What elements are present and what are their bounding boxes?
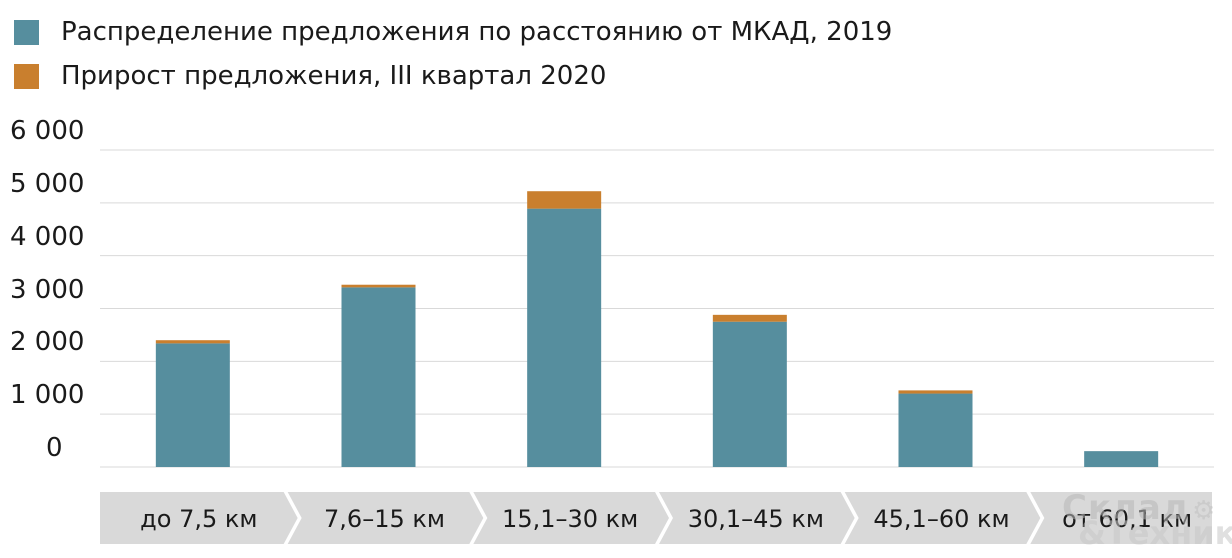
category-band-segment	[659, 492, 855, 544]
y-tick-label: 1 000	[10, 380, 85, 411]
bar-growth-2020	[712, 314, 787, 322]
bar-growth-2020	[527, 191, 602, 209]
y-tick-label: 2 000	[10, 327, 85, 358]
category-label: 15,1–30 км	[502, 505, 638, 533]
legend-label-2020: Прирост предложения, III квартал 2020	[61, 61, 607, 91]
bar-growth-2020	[341, 284, 416, 288]
category-band-segment	[1030, 492, 1212, 544]
category-labels: до 7,5 км 7,6–15 км 15,1–30 км 30,1–45 км 45…	[140, 505, 1192, 533]
category-band-segment	[844, 492, 1041, 544]
bar-growth-2020	[155, 340, 230, 344]
bar-2019	[712, 321, 787, 467]
gridlines	[100, 149, 1214, 468]
y-tick-label: 6 000	[10, 116, 85, 146]
bar-2019	[341, 287, 416, 467]
category-label: 7,6–15 км	[324, 505, 445, 533]
legend-label-2019: Распределение предложения по расстоянию …	[61, 17, 893, 47]
legend-item-2019: Распределение предложения по расстоянию …	[14, 10, 892, 54]
y-tick-label: 5 000	[10, 168, 85, 199]
bars	[155, 191, 1159, 467]
y-tick-label: 0	[46, 433, 63, 463]
y-tick-label: 4 000	[10, 221, 85, 252]
bar-2019	[527, 208, 602, 467]
category-label: от 60,1 км	[1062, 505, 1192, 533]
category-band-segment	[473, 492, 669, 544]
category-band-segment	[287, 492, 484, 544]
legend-swatch-2020	[14, 63, 39, 89]
legend: Распределение предложения по расстоянию …	[14, 10, 892, 98]
legend-swatch-2019	[14, 19, 39, 45]
y-tick-label: 3 000	[10, 274, 85, 305]
bar-growth-2020	[898, 390, 973, 394]
category-label: до 7,5 км	[140, 505, 257, 533]
legend-item-2020: Прирост предложения, III квартал 2020	[14, 54, 892, 98]
bar-2019	[155, 343, 230, 467]
category-axis-band	[100, 492, 1212, 544]
bar-2019	[1084, 451, 1159, 467]
category-band-segment	[100, 492, 298, 544]
category-label: 30,1–45 км	[688, 505, 824, 533]
bar-2019	[898, 393, 973, 467]
category-label: 45,1–60 км	[873, 505, 1009, 533]
